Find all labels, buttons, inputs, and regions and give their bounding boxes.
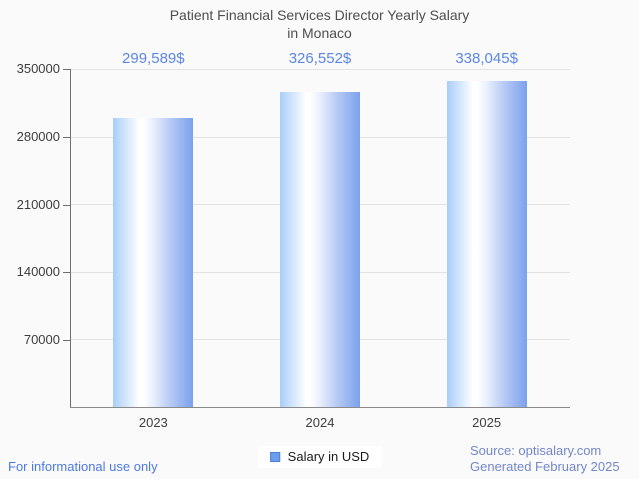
x-label-2024: 2024 — [305, 415, 335, 430]
generated-line: Generated February 2025 — [470, 459, 620, 474]
bar-value-2025: 338,045$ — [455, 50, 518, 67]
legend-label: Salary in USD — [287, 449, 370, 464]
x-label-2023: 2023 — [138, 415, 168, 430]
bar-2024 — [279, 91, 360, 407]
y-tick-mark — [63, 205, 70, 206]
bar-group-2023 — [70, 69, 237, 407]
legend-swatch-icon — [269, 452, 280, 462]
x-label-2025: 2025 — [472, 415, 502, 430]
bar-group-2024 — [237, 69, 404, 407]
source-line: Source: optisalary.com — [470, 443, 602, 458]
bar-value-2023: 299,589$ — [122, 50, 185, 67]
x-axis-line — [70, 407, 570, 408]
chart-title: Patient Financial Services Director Year… — [0, 6, 639, 42]
y-tick-mark — [63, 69, 70, 70]
y-tick-mark — [63, 272, 70, 273]
bar-group-2025 — [403, 69, 570, 407]
y-tick-label-280000: 280000 — [16, 129, 60, 144]
bar-2023 — [113, 117, 194, 407]
y-axis-line — [70, 69, 71, 407]
legend: Salary in USD — [257, 446, 382, 468]
chart-title-line1: Patient Financial Services Director Year… — [169, 7, 470, 23]
source-attribution: Source: optisalary.com Generated Februar… — [470, 443, 620, 475]
y-tick-label-350000: 350000 — [16, 61, 60, 76]
chart-title-line2: in Monaco — [287, 25, 352, 41]
bar-value-labels: 299,589$ 326,552$ 338,045$ — [70, 50, 570, 68]
bar-2025 — [446, 80, 527, 407]
x-axis-labels: 2023 2024 2025 — [70, 414, 570, 432]
y-tick-label-140000: 140000 — [16, 264, 60, 279]
y-tick-label-70000: 70000 — [23, 332, 60, 347]
y-tick-mark — [63, 340, 70, 341]
gridline-350000 — [70, 69, 570, 70]
y-tick-label-210000: 210000 — [16, 197, 60, 212]
plot-area — [70, 69, 570, 407]
bar-value-2024: 326,552$ — [288, 50, 352, 67]
y-tick-mark — [63, 137, 70, 138]
disclaimer-text: For informational use only — [8, 459, 158, 474]
